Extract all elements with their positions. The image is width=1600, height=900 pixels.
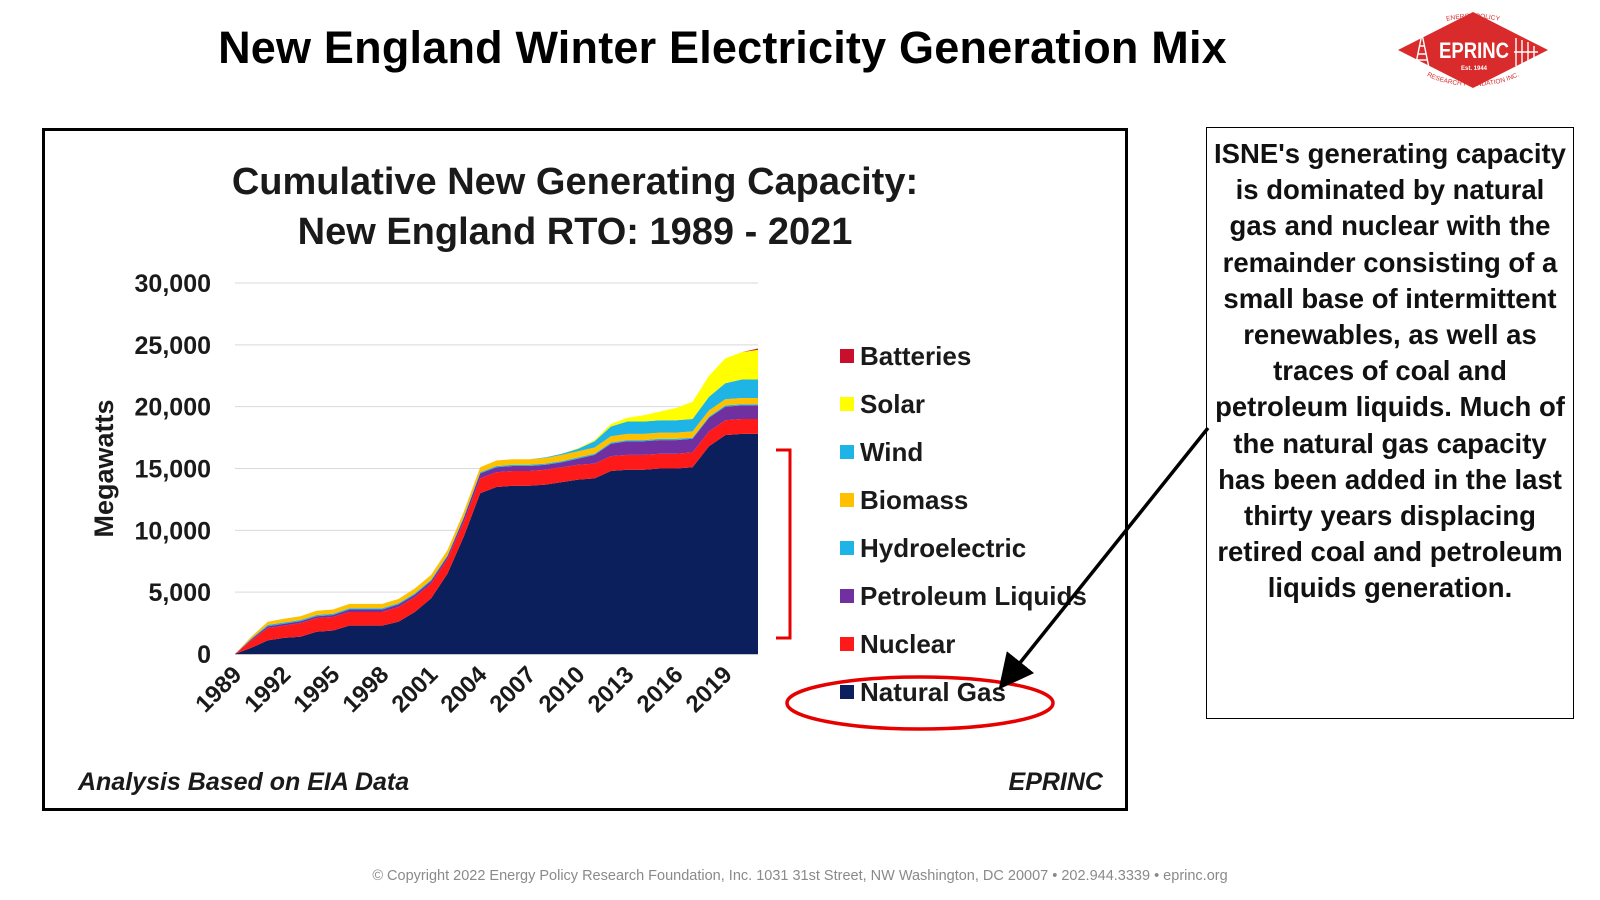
legend-swatch	[840, 541, 854, 556]
legend-label: Nuclear	[860, 629, 956, 659]
legend-label: Natural Gas	[860, 677, 1006, 707]
chart-source-note: Analysis Based on EIA Data	[78, 768, 410, 796]
legend-item-biomass: Biomass	[840, 483, 968, 517]
legend-label: Solar	[860, 389, 926, 419]
legend-item-petroleum-liquids: Petroleum Liquids	[840, 579, 1087, 613]
x-tick-label: 2010	[534, 661, 591, 718]
legend-item-wind: Wind	[840, 435, 923, 469]
legend-item-batteries: Batteries	[840, 339, 971, 373]
logo-ring-top: ENERGY POLICY	[1446, 13, 1501, 23]
legend-label: Wind	[860, 437, 924, 467]
chart-frame: Cumulative New Generating Capacity: New …	[42, 128, 1128, 811]
x-tick-label: 2013	[583, 661, 640, 718]
chart-title-line-1: Cumulative New Generating Capacity:	[231, 161, 919, 203]
chart-title: Cumulative New Generating Capacity: New …	[45, 157, 1105, 257]
x-tick-label: 1992	[239, 661, 296, 718]
legend-swatch	[840, 445, 854, 460]
x-tick-label: 2001	[387, 661, 444, 718]
legend-swatch	[840, 589, 854, 604]
chart-credit-note: EPRINC	[1008, 768, 1103, 796]
x-tick-label: 2007	[485, 661, 542, 718]
x-tick-label: 1998	[337, 661, 394, 718]
slide-title: New England Winter Electricity Generatio…	[218, 22, 1227, 73]
y-tick-label: 30,000	[135, 270, 211, 298]
legend-swatch	[840, 493, 854, 508]
legend-swatch	[840, 685, 854, 700]
series-area-natural-gas	[235, 433, 758, 654]
svg-text:ENERGY POLICY: ENERGY POLICY	[1446, 13, 1501, 23]
x-tick-label: 1995	[288, 661, 345, 718]
y-tick-label: 0	[197, 641, 211, 669]
logo-name: EPRINC	[1439, 38, 1509, 63]
legend-item-nuclear: Nuclear	[840, 627, 955, 661]
legend-label: Biomass	[860, 485, 969, 515]
legend-item-hydroelectric: Hydroelectric	[840, 531, 1026, 565]
capacity-area-chart: 0 5,000 10,000 15,000 20,000 25,000 30,000 1989…	[89, 270, 758, 718]
legend-swatch	[840, 349, 854, 364]
series-area-wind	[235, 379, 758, 654]
x-tick-label: 2019	[681, 661, 738, 718]
copyright-footer: © Copyright 2022 Energy Policy Research …	[372, 868, 1228, 884]
legend-item-natural-gas: Natural Gas	[840, 675, 1006, 709]
x-tick-label: 2016	[632, 661, 689, 718]
legend-label: Petroleum Liquids	[860, 581, 1087, 611]
series-area-nuclear	[235, 419, 758, 654]
legend-label: Batteries	[860, 341, 972, 371]
legend-item-solar: Solar	[840, 387, 925, 421]
eprinc-logo: EPRINC Est. 1944 ENERGY POLICY RESEARCH …	[1398, 12, 1548, 88]
x-tick-label: 1989	[190, 661, 247, 718]
y-tick-label: 15,000	[135, 456, 211, 484]
x-tick-label: 2004	[436, 661, 493, 718]
callout-box: ISNE's generating capacity is dominated …	[1206, 127, 1574, 719]
legend-label: Hydroelectric	[860, 533, 1027, 563]
callout-text: ISNE's generating capacity is dominated …	[1214, 138, 1566, 604]
y-tick-label: 25,000	[135, 332, 211, 360]
y-tick-label: 10,000	[135, 517, 211, 545]
legend-swatch	[840, 637, 854, 652]
chart-title-line-2: New England RTO: 1989 - 2021	[297, 211, 853, 253]
legend-swatch	[840, 397, 854, 412]
y-tick-label: 20,000	[135, 394, 211, 422]
series-area-petroleum-liquids	[235, 405, 758, 654]
y-tick-label: 5,000	[148, 579, 211, 607]
logo-est: Est. 1944	[1461, 66, 1488, 72]
y-axis-label: Megawatts	[89, 399, 119, 537]
